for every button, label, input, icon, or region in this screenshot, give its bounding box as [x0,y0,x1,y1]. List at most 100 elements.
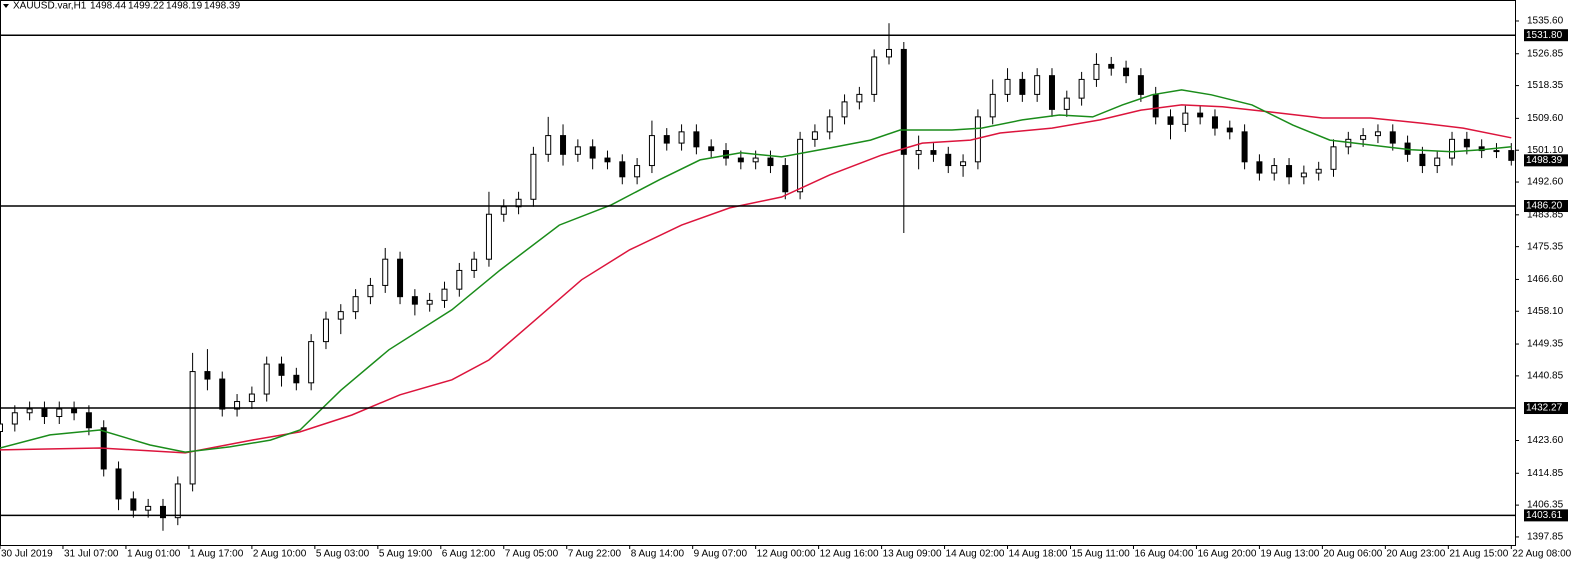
candle-body [248,393,255,403]
candle-body [1360,135,1367,140]
candle-body [26,408,33,414]
candle-body [293,374,300,384]
candle-body [56,408,63,418]
candle-body [189,371,196,485]
candle-body [545,135,552,155]
candle-body [663,135,670,144]
last-high: 1499.22 [128,1,165,12]
x-tick-label: 22 Aug 08:00 [1512,549,1571,560]
x-tick-label: 30 Jul 2019 [1,549,53,560]
candle-body [1167,116,1174,125]
x-tick-label: 6 Aug 12:00 [442,549,496,560]
candle-body [826,116,833,133]
symbol: XAUUSD.var,H1 [13,1,87,12]
candle-body [841,101,848,118]
candle-body [1463,138,1470,148]
candle-body [204,371,211,380]
y-tick-label: 1458.10 [1527,306,1564,317]
x-tick-label: 12 Aug 00:00 [757,549,816,560]
candle-body [960,161,967,167]
candle-body [1004,78,1011,95]
y-tick-label: 1475.35 [1527,241,1564,252]
candle-body [871,56,878,95]
x-tick-label: 7 Aug 05:00 [505,549,559,560]
x-tick-label: 31 Jul 07:00 [64,549,119,560]
candle-body [1374,131,1381,137]
candle-body [322,318,329,343]
candle-body [1211,116,1218,129]
y-tick-label: 1449.35 [1527,339,1564,350]
candle-body [11,412,18,425]
candle-body [574,146,581,155]
candle-body [278,363,285,376]
x-tick-label: 12 Aug 16:00 [820,549,879,560]
level-label-box [1524,509,1568,522]
level-label-box [1524,402,1568,415]
candle-body [159,505,166,519]
candle-body [752,157,759,163]
menu-triangle [3,4,9,8]
candle-body [1286,165,1293,178]
candle-body [1434,157,1441,167]
candle-body [500,206,507,215]
candle-body [693,131,700,148]
candle-body [915,150,922,155]
last-open: 1498.44 [90,1,127,12]
candle-body [1315,168,1322,174]
candle-body [856,93,863,103]
candle-body [411,296,418,305]
candle-body [1197,112,1204,118]
header: XAUUSD.var,H1 1498.44 1499.22 1498.19 14… [3,1,241,12]
level-label: 1432.27 [1526,403,1563,414]
candle-body [811,131,818,140]
y-tick-label: 1518.35 [1527,80,1564,91]
candle-body [1123,67,1130,77]
x-tick-label: 20 Aug 23:00 [1386,549,1445,560]
x-tick-label: 9 Aug 07:00 [694,549,748,560]
y-tick-label: 1483.85 [1527,209,1564,220]
candle-body [1271,165,1278,174]
current-price-label: 1498.39 [1526,155,1563,166]
candle-body [219,378,226,410]
level-label: 1403.61 [1526,510,1563,521]
y-tick-label: 1509.60 [1527,113,1564,124]
y-tick-label: 1414.85 [1527,468,1564,479]
candle-body [1241,131,1248,163]
candle-body [1048,75,1055,110]
candle-body [1478,146,1485,152]
candle-body [382,258,389,286]
candle-body [1152,93,1159,118]
candle-body [1256,161,1263,174]
last-low: 1498.19 [166,1,203,12]
candle-body [708,146,715,152]
candle-body [1137,75,1144,95]
x-tick-label: 1 Aug 01:00 [127,549,181,560]
candle-body [1449,138,1456,159]
x-tick-label: 21 Aug 15:00 [1449,549,1508,560]
candle-body [1419,153,1426,167]
x-tick-label: 1 Aug 17:00 [190,549,244,560]
candle-body [1108,63,1115,69]
candle-body [130,498,137,511]
moving-average [0,104,1512,454]
candle-body [930,150,937,155]
y-tick-label: 1535.60 [1527,16,1564,27]
candle-body [767,157,774,167]
level-label-box [1524,29,1568,42]
y-tick-label: 1440.85 [1527,371,1564,382]
y-tick-label: 1501.10 [1527,145,1564,156]
x-tick-label: 16 Aug 20:00 [1197,549,1256,560]
last-close: 1498.39 [204,1,241,12]
x-tick-label: 13 Aug 09:00 [883,549,942,560]
candle-body [234,401,241,410]
candle-body [678,131,685,144]
candle-body [174,483,181,519]
x-tick-label: 14 Aug 18:00 [1009,549,1068,560]
candle-body [1063,97,1070,110]
candle-body [367,284,374,298]
candle-body [589,146,596,159]
candle-body [456,269,463,290]
x-tick-label: 20 Aug 06:00 [1323,549,1382,560]
y-tick-label: 1492.60 [1527,177,1564,188]
